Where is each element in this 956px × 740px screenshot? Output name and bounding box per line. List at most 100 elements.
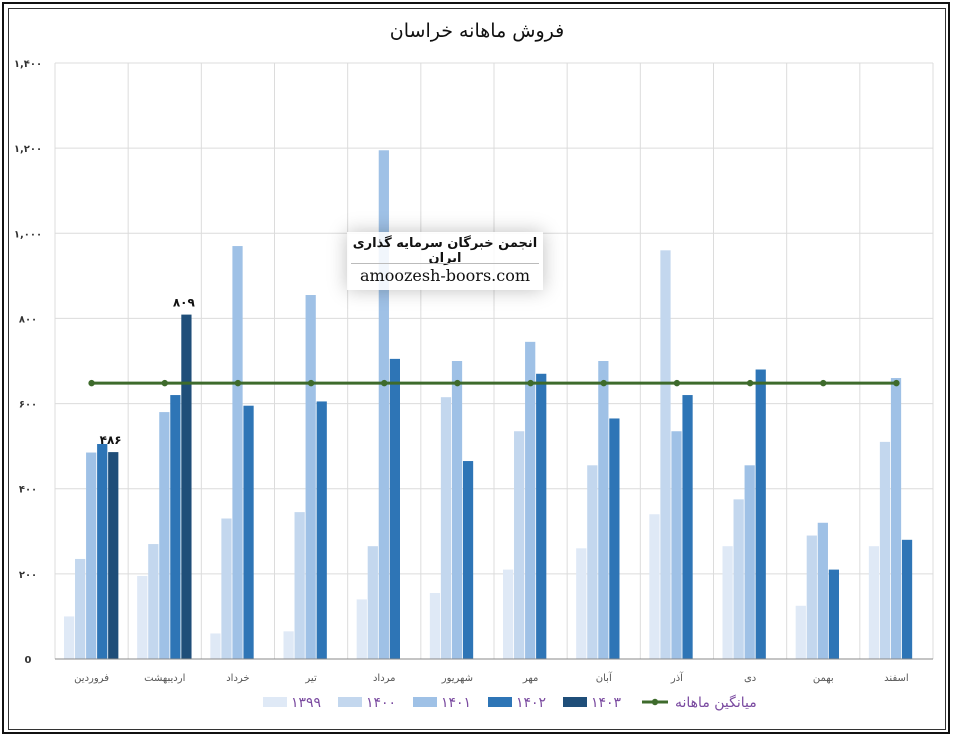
bar (232, 246, 243, 660)
bar (744, 465, 755, 659)
bar (148, 544, 159, 659)
y-tick-label: ۱,۴۰۰ (14, 59, 42, 70)
legend-average-label: میانگین ماهانه (675, 694, 757, 711)
bar (901, 539, 913, 659)
axes: 0 ۲۰۰ ۴۰۰ ۶۰۰ ۸۰۰ ۱,۰۰۰ ۱,۲۰۰ ۱,۴۰۰ فروردین اردیب… (14, 59, 933, 684)
legend-swatch (263, 697, 287, 707)
bar (356, 599, 367, 659)
bar (221, 518, 232, 659)
x-tick-label: آذر (670, 671, 684, 684)
x-tick-label: تیر (304, 673, 317, 684)
legend-label: ۱۴۰۱ (441, 695, 471, 711)
x-tick-label: آبان (596, 671, 613, 684)
bar (294, 512, 305, 659)
y-tick-label: ۶۰۰ (19, 400, 37, 411)
average-marker (893, 379, 900, 387)
bar (159, 412, 170, 659)
bar (828, 569, 839, 659)
average-marker (381, 379, 388, 387)
bar (671, 431, 682, 659)
bar (868, 546, 880, 659)
bar (890, 378, 902, 659)
legend-average-marker (651, 698, 659, 706)
y-tick-label: ۱,۲۰۰ (14, 144, 42, 155)
average-marker (820, 379, 827, 387)
bar (429, 593, 441, 659)
bar (97, 444, 108, 659)
x-tick-label: دی (744, 673, 756, 684)
bar (64, 616, 75, 659)
bar (367, 546, 378, 659)
bar (210, 633, 221, 659)
watermark-line1: انجمن خبرگان سرمایه گذاری ایران (352, 236, 538, 266)
x-tick-label: شهریور (441, 673, 473, 684)
bar (86, 452, 97, 659)
bar (755, 369, 766, 659)
bar (879, 441, 891, 659)
average-marker (454, 379, 461, 387)
x-tick-label: مرداد (373, 673, 396, 684)
bar (514, 431, 525, 659)
bar (722, 546, 733, 659)
average-marker (88, 379, 95, 387)
average-marker (234, 379, 242, 387)
watermark-divider (351, 263, 539, 264)
inner-frame (8, 8, 946, 730)
bar (108, 452, 119, 659)
chart-title: فروش ماهانه خراسان (390, 20, 564, 42)
legend-swatch (563, 697, 587, 707)
bar (598, 361, 609, 659)
legend-swatch (338, 697, 362, 707)
average-line-group (88, 379, 900, 387)
bar (503, 569, 514, 659)
bar (389, 358, 400, 659)
bar (649, 514, 660, 659)
bar (305, 295, 316, 659)
x-tick-label: اسفند (884, 673, 908, 684)
legend-swatch (413, 697, 437, 707)
bar (243, 405, 254, 659)
bar (283, 631, 294, 659)
bar (462, 461, 474, 659)
bar (587, 465, 598, 659)
bar (536, 373, 547, 659)
bar (806, 535, 817, 659)
bar (137, 575, 148, 659)
data-label: ۸۰۹ (173, 296, 196, 310)
bar (75, 558, 86, 659)
average-marker (600, 379, 607, 387)
bar (525, 341, 536, 659)
bars (64, 150, 913, 660)
y-tick-label: ۱,۰۰۰ (14, 229, 42, 240)
x-tick-label: بهمن (813, 673, 834, 684)
bar (609, 418, 620, 659)
bar (181, 314, 192, 659)
bar (576, 548, 587, 659)
bar (440, 397, 452, 659)
bar (316, 401, 327, 659)
y-tick-label: ۸۰۰ (19, 314, 37, 325)
bar (660, 250, 671, 660)
bar (795, 605, 806, 659)
bar (170, 395, 181, 659)
watermark-line2: amoozesh-boors.com (359, 266, 530, 285)
legend-label: ۱۴۰۳ (591, 695, 622, 711)
legend-label: ۱۴۰۲ (516, 695, 546, 711)
data-label: ۴۸۶ (100, 433, 122, 447)
legend-swatch (488, 697, 512, 707)
average-marker (527, 379, 534, 387)
x-tick-label: مهر (522, 673, 538, 684)
bar (733, 499, 744, 659)
legend-label: ۱۳۹۹ (291, 695, 321, 711)
x-tick-label: خرداد (226, 673, 249, 684)
y-tick-label: ۲۰۰ (19, 570, 37, 581)
y-tick-label: ۴۰۰ (19, 485, 37, 496)
average-marker (673, 379, 681, 387)
average-marker (307, 379, 315, 387)
bar (682, 395, 693, 659)
data-labels: ۴۸۶ ۸۰۹ (100, 296, 196, 448)
legend: ۱۳۹۹ ۱۴۰۰ ۱۴۰۱ ۱۴۰۲ ۱۴۰۳ میانگین ماهانه (263, 694, 757, 711)
average-marker (161, 379, 168, 387)
